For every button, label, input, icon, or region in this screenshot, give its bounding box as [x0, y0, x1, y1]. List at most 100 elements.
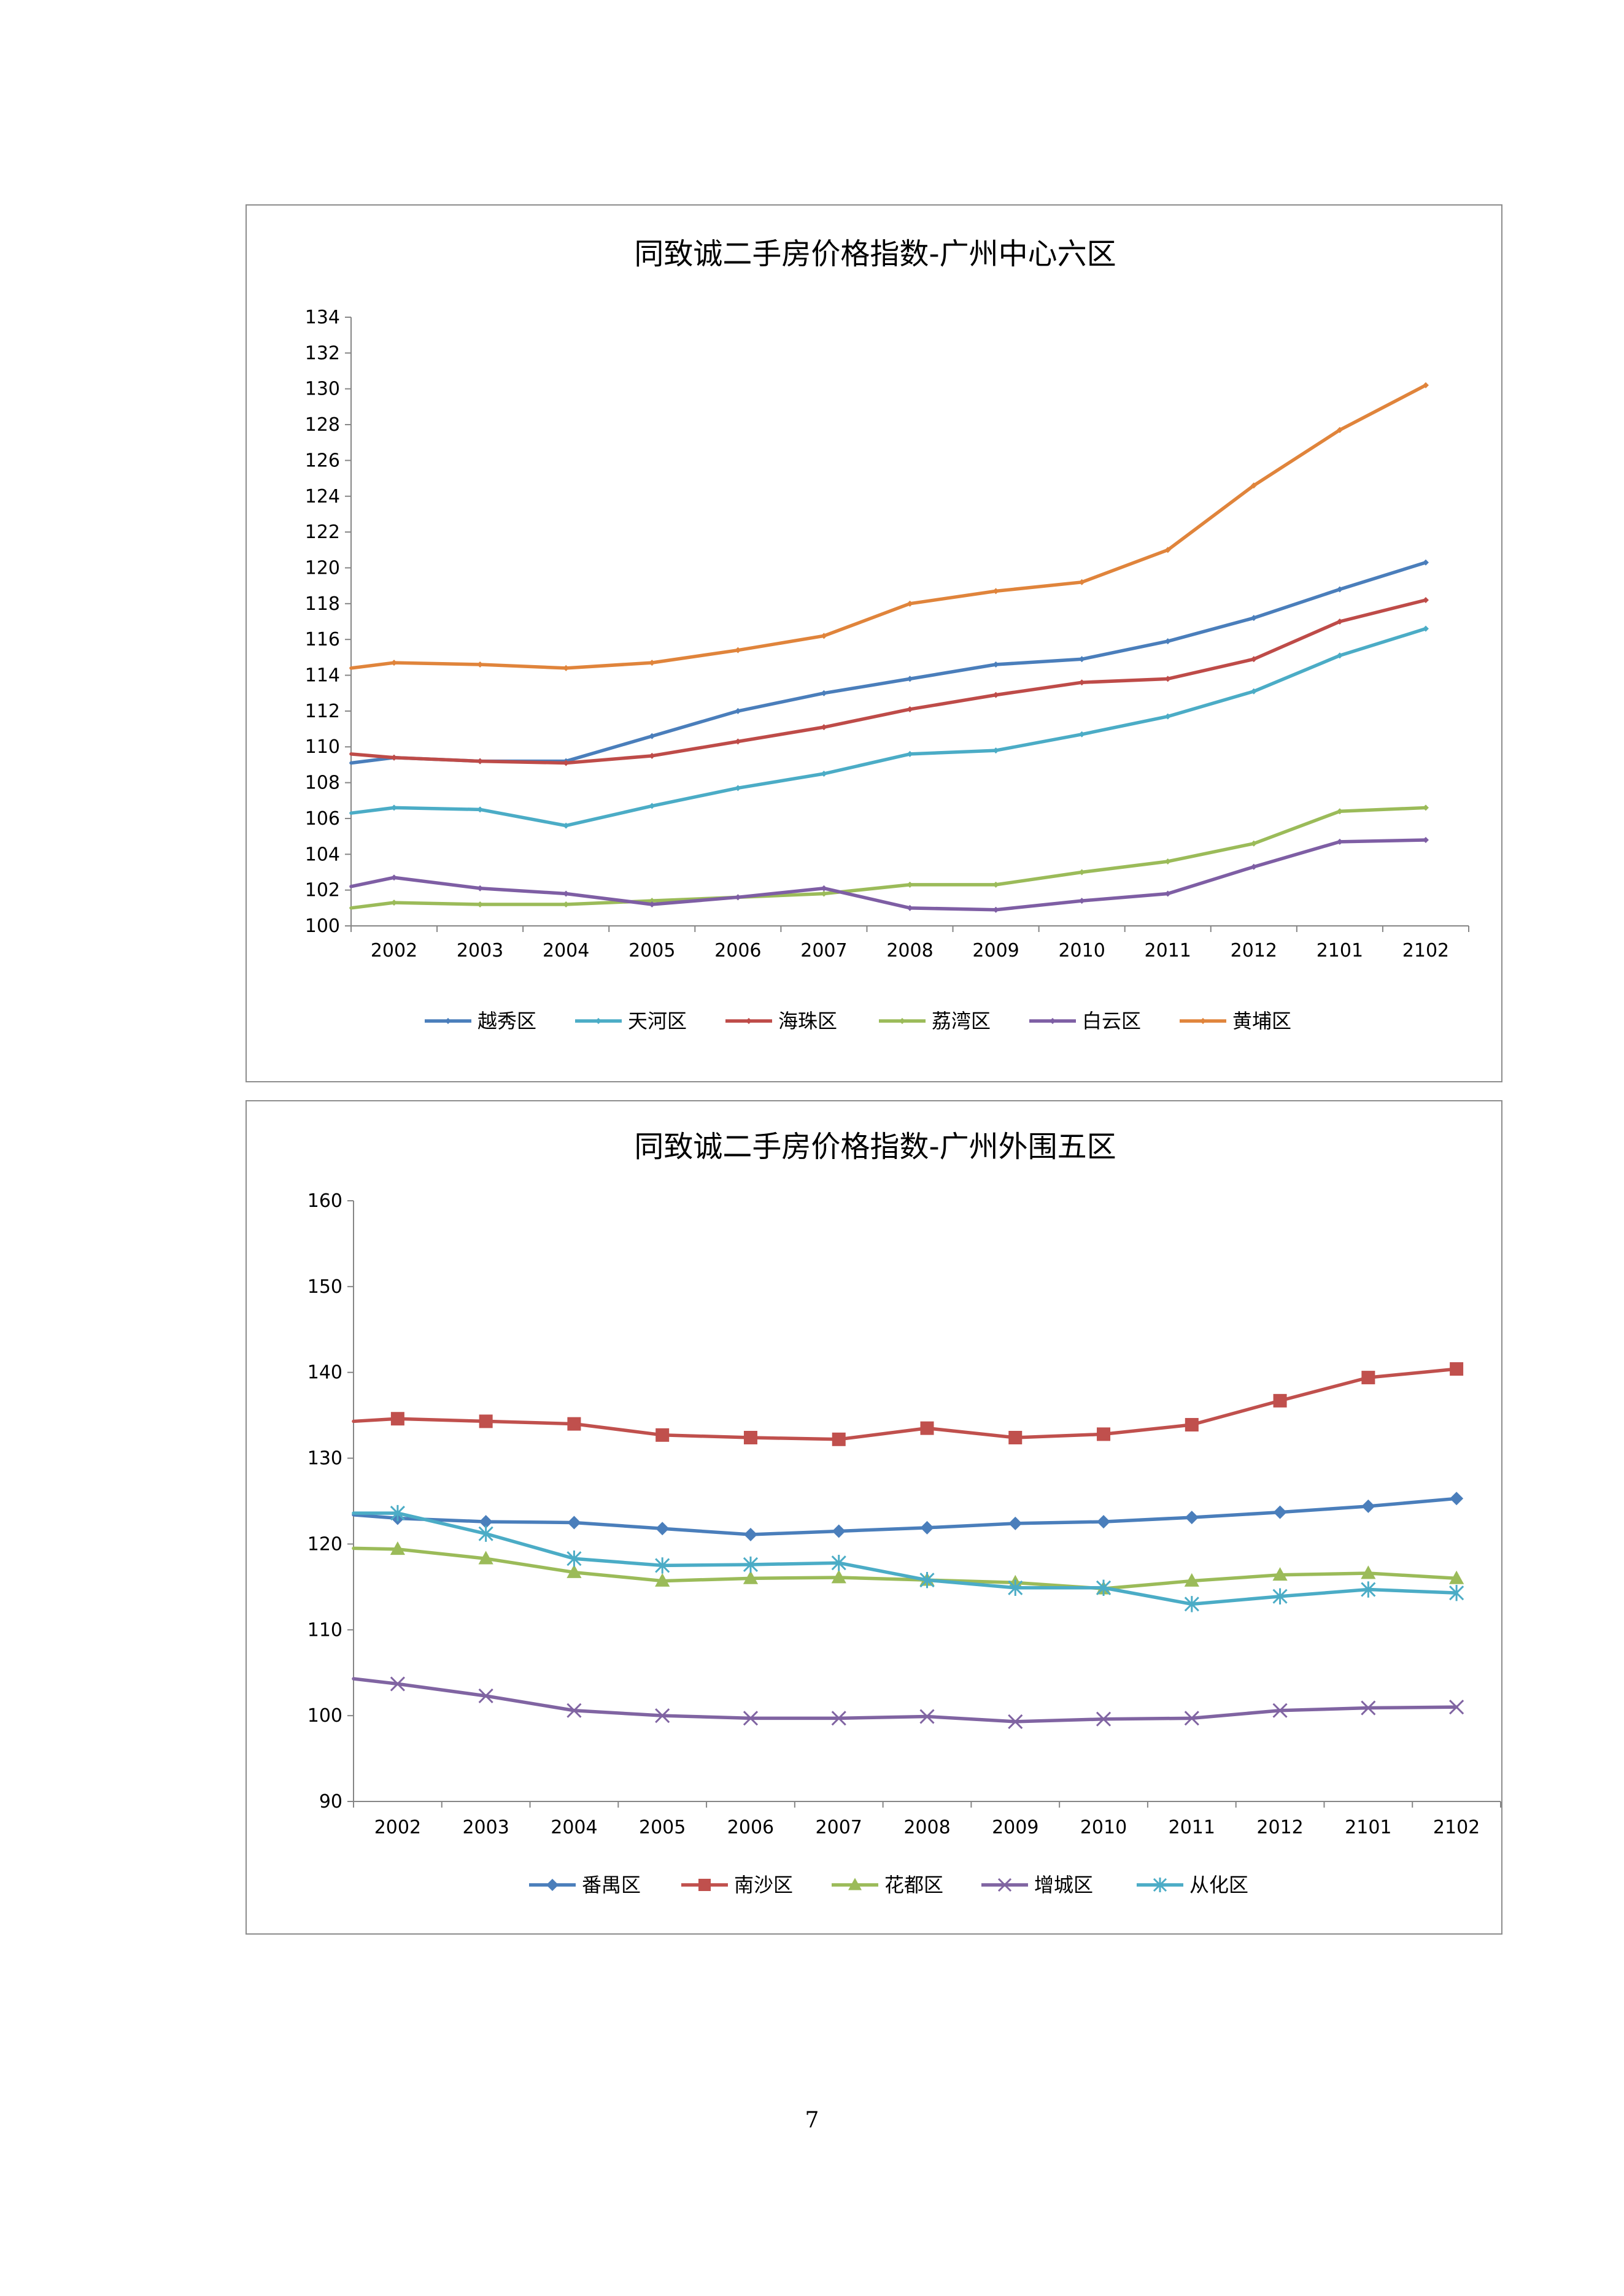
- legend-item: 白云区: [1029, 1009, 1141, 1033]
- y-tick-label: 114: [305, 665, 340, 687]
- legend-item: 黄埔区: [1180, 1009, 1291, 1033]
- x-tick-label: 2012: [1231, 940, 1277, 961]
- x-tick-label: 2002: [374, 1817, 421, 1838]
- data-point: [1273, 1505, 1287, 1519]
- data-point: [1078, 898, 1085, 904]
- data-point: [563, 822, 570, 829]
- data-point: [649, 752, 655, 759]
- line-chart-central: 同致诚二手房价格指数-广州中心六区 100 102 104 106 108 110 112 11…: [305, 237, 1469, 1033]
- data-point: [649, 803, 655, 809]
- series-line: [349, 598, 1428, 765]
- series-4: [352, 1676, 1464, 1729]
- data-point: [1250, 863, 1257, 870]
- data-point: [831, 1570, 846, 1584]
- data-point: [390, 1412, 404, 1426]
- data-point: [1361, 1371, 1375, 1385]
- data-point: [478, 1551, 493, 1565]
- data-point: [743, 1556, 759, 1573]
- series-line: [352, 1367, 1458, 1441]
- data-point: [1250, 482, 1257, 489]
- data-point: [821, 690, 827, 696]
- data-point: [907, 600, 913, 607]
- legend-marker: [546, 1879, 559, 1891]
- legend-marker: [899, 1018, 905, 1024]
- legend-item: 越秀区: [425, 1009, 536, 1033]
- data-point: [1184, 1711, 1199, 1726]
- x-tick-label: 2010: [1080, 1817, 1127, 1838]
- data-point: [907, 706, 913, 712]
- data-point: [992, 588, 999, 595]
- page-number: 7: [805, 2108, 819, 2133]
- series-line: [349, 806, 1428, 910]
- x-tick-label: 2101: [1345, 1817, 1391, 1838]
- x-tick-label: 2004: [551, 1817, 597, 1838]
- legend-label: 天河区: [628, 1009, 687, 1033]
- data-point: [1336, 652, 1343, 659]
- data-point: [1336, 618, 1343, 625]
- y-tick-label: 150: [307, 1276, 342, 1298]
- data-point: [1450, 1362, 1464, 1376]
- legend-item: 花都区: [832, 1873, 943, 1897]
- legend-marker: [746, 1018, 752, 1024]
- legend-item: 荔湾区: [879, 1009, 991, 1033]
- data-point: [478, 1525, 493, 1542]
- data-point: [655, 1522, 670, 1536]
- legend-label: 白云区: [1082, 1009, 1141, 1033]
- x-tick-label: 2012: [1256, 1817, 1303, 1838]
- data-point: [821, 771, 827, 777]
- data-point: [1097, 1427, 1111, 1441]
- data-point: [743, 1528, 757, 1542]
- data-point: [735, 707, 741, 714]
- data-point: [563, 760, 570, 766]
- data-point: [1336, 426, 1343, 433]
- x-tick-label: 2006: [714, 940, 761, 961]
- data-point: [831, 1554, 846, 1571]
- data-point: [1164, 858, 1171, 865]
- x-tick-label: 2009: [992, 1817, 1038, 1838]
- legend-label: 增城区: [1034, 1873, 1093, 1897]
- y-tick-label: 106: [305, 808, 340, 830]
- data-point: [391, 754, 398, 761]
- data-point: [920, 1520, 934, 1535]
- series-line: [352, 1511, 1458, 1606]
- x-tick-label: 2011: [1169, 1817, 1215, 1838]
- series-5: [352, 1504, 1464, 1612]
- data-point: [1097, 1515, 1111, 1529]
- data-point: [1422, 382, 1429, 388]
- data-point: [1164, 713, 1171, 720]
- data-point: [655, 1573, 670, 1587]
- data-point: [1250, 615, 1257, 622]
- data-point: [649, 733, 655, 739]
- series-line: [352, 1497, 1458, 1536]
- data-point: [566, 1551, 582, 1567]
- y-tick-label: 112: [305, 701, 340, 722]
- data-point: [390, 1541, 405, 1555]
- data-point: [735, 894, 741, 901]
- data-point: [655, 1708, 670, 1724]
- data-point: [1422, 596, 1429, 603]
- data-point: [919, 1709, 935, 1724]
- chart-panel-outer-five-districts: 同致诚二手房价格指数-广州外围五区 90 100 110 120 130 140 150 160…: [246, 1100, 1502, 1935]
- data-point: [477, 885, 484, 892]
- x-tick-label: 2002: [371, 940, 417, 961]
- data-point: [477, 661, 484, 668]
- data-point: [1361, 1565, 1376, 1579]
- data-point: [1164, 638, 1171, 645]
- series-3: [352, 1541, 1464, 1595]
- chart-title: 同致诚二手房价格指数-广州外围五区: [634, 1130, 1116, 1164]
- y-tick-label: 122: [305, 522, 340, 543]
- data-point: [1272, 1567, 1288, 1581]
- legend-marker: [1050, 1018, 1056, 1024]
- data-point: [1361, 1581, 1376, 1598]
- y-tick-label: 132: [305, 342, 340, 364]
- data-point: [1078, 869, 1085, 876]
- series-6: [349, 382, 1429, 671]
- data-point: [1078, 656, 1085, 663]
- series-1: [352, 1492, 1464, 1542]
- data-point: [566, 1703, 582, 1718]
- legend-item: 海珠区: [725, 1009, 837, 1033]
- data-point: [1078, 731, 1085, 738]
- data-point: [907, 881, 913, 888]
- data-point: [832, 1524, 846, 1538]
- data-point: [1184, 1596, 1199, 1612]
